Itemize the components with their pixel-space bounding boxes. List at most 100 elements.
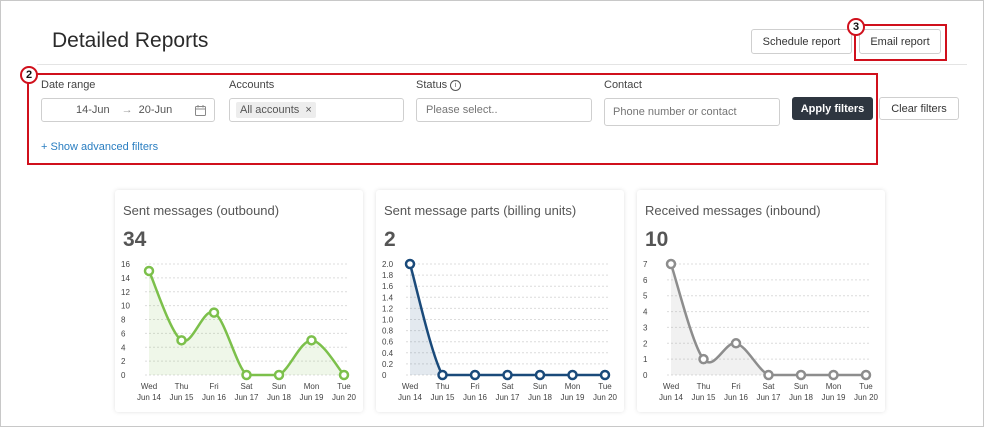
sent-parts-chart: 0 0.2 0.4 0.6 0.8 1.0 1.2 1.4 1.6 1.8 2.0 Wed Jun 14… xyxy=(382,258,618,402)
y-tick-label: 0.6 xyxy=(382,338,394,347)
data-point xyxy=(502,369,513,381)
accounts-field[interactable]: All accounts × xyxy=(229,98,404,122)
date-from: 14-Jun xyxy=(76,104,110,116)
y-tick-label: 8 xyxy=(121,316,126,325)
x-tick-label: Jun 19 xyxy=(299,393,324,402)
data-point xyxy=(241,369,252,381)
date-range-label: Date range xyxy=(41,79,96,91)
y-tick-label: 7 xyxy=(643,260,648,269)
account-chip-label: All accounts xyxy=(240,104,300,116)
x-tick-label: Jun 17 xyxy=(756,393,781,402)
x-tick-label: Mon xyxy=(565,382,581,391)
calendar-icon[interactable] xyxy=(195,105,206,119)
x-tick-label: Wed xyxy=(663,382,679,391)
x-tick-label: Jun 15 xyxy=(169,393,194,402)
apply-filters-button[interactable]: Apply filters xyxy=(792,97,873,120)
y-tick-label: 2 xyxy=(121,357,126,366)
card-title: Sent message parts (billing units) xyxy=(384,203,577,218)
x-tick-label: Thu xyxy=(436,382,450,391)
data-point xyxy=(176,335,187,346)
y-tick-label: 0.8 xyxy=(382,327,394,336)
x-tick-label: Jun 14 xyxy=(137,393,162,402)
arrow-right-icon: → xyxy=(121,104,133,116)
x-tick-label: Sat xyxy=(762,382,775,391)
x-tick-label: Tue xyxy=(598,382,612,391)
y-tick-label: 3 xyxy=(643,323,648,332)
y-tick-label: 1.0 xyxy=(382,316,394,325)
sent-messages-chart: 0 2 4 6 8 10 12 14 16 Wed Jun 14 Thu Jun 15 Fri Jun 16… xyxy=(121,260,357,402)
annotation-badge-3: 3 xyxy=(847,18,865,36)
card-value: 2 xyxy=(384,228,396,251)
status-label: Status xyxy=(416,79,448,91)
data-point xyxy=(860,369,872,381)
status-select[interactable] xyxy=(416,98,592,122)
info-icon[interactable]: i xyxy=(450,79,462,91)
x-tick-label: Jun 16 xyxy=(202,393,227,402)
clear-filters-button[interactable]: Clear filters xyxy=(879,97,959,120)
series-area xyxy=(149,270,344,375)
y-tick-label: 1.2 xyxy=(382,304,394,313)
y-tick-label: 0.4 xyxy=(382,349,394,358)
data-point xyxy=(338,369,350,381)
x-tick-label: Jun 15 xyxy=(691,393,716,402)
x-tick-label: Sat xyxy=(501,382,514,391)
filters-annotation-box xyxy=(27,73,878,165)
y-tick-label: 0 xyxy=(121,371,126,380)
schedule-report-button[interactable]: Schedule report xyxy=(751,29,852,54)
y-tick-label: 5 xyxy=(643,292,648,301)
x-tick-label: Jun 19 xyxy=(560,393,585,402)
status-label-wrap: Status i xyxy=(416,79,462,91)
data-point xyxy=(306,335,317,346)
x-tick-label: Jun 18 xyxy=(267,393,292,402)
x-tick-label: Wed xyxy=(141,382,157,391)
x-tick-label: Fri xyxy=(731,382,741,391)
page-title: Detailed Reports xyxy=(52,29,209,52)
y-tick-label: 4 xyxy=(643,308,648,317)
date-range-field[interactable]: 14-Jun → 20-Jun xyxy=(41,98,215,122)
y-tick-label: 6 xyxy=(643,276,648,285)
y-tick-label: 2 xyxy=(643,339,648,348)
data-point xyxy=(730,338,742,349)
data-point xyxy=(665,258,677,270)
x-tick-label: Thu xyxy=(697,382,711,391)
x-tick-label: Sun xyxy=(533,382,547,391)
x-tick-label: Sun xyxy=(272,382,286,391)
x-tick-label: Jun 18 xyxy=(789,393,814,402)
contact-input[interactable] xyxy=(604,98,780,126)
accounts-label: Accounts xyxy=(229,79,275,91)
y-tick-label: 0 xyxy=(382,371,387,380)
x-tick-label: Sun xyxy=(794,382,808,391)
x-tick-label: Tue xyxy=(859,382,873,391)
series-area xyxy=(671,264,866,375)
card-value: 34 xyxy=(123,228,147,251)
y-tick-label: 1.4 xyxy=(382,293,394,302)
card-title: Received messages (inbound) xyxy=(645,203,821,218)
data-point xyxy=(599,369,611,381)
x-tick-label: Jun 15 xyxy=(430,393,455,402)
card-value: 10 xyxy=(645,228,669,251)
y-tick-label: 2.0 xyxy=(382,260,394,269)
received-messages-chart: 0 1 2 3 4 5 6 7 Wed Jun 14 Thu Jun 15 Fri Jun 16 Sat Ju… xyxy=(643,258,879,402)
data-point xyxy=(795,369,807,381)
email-report-button[interactable]: Email report xyxy=(859,29,941,54)
show-advanced-filters-link[interactable]: + Show advanced filters xyxy=(41,141,159,153)
data-point xyxy=(698,353,709,365)
data-point xyxy=(763,369,774,381)
data-point xyxy=(273,369,285,381)
data-point xyxy=(143,265,155,277)
data-point xyxy=(469,369,481,381)
contact-label: Contact xyxy=(604,79,642,91)
x-tick-label: Thu xyxy=(175,382,189,391)
y-tick-label: 14 xyxy=(121,274,130,283)
data-point xyxy=(437,369,448,381)
date-to: 20-Jun xyxy=(138,104,173,116)
y-tick-label: 16 xyxy=(121,260,130,269)
account-chip: All accounts × xyxy=(236,102,316,118)
x-tick-label: Jun 17 xyxy=(234,393,259,402)
data-point xyxy=(208,307,220,318)
y-tick-label: 0.2 xyxy=(382,360,394,369)
series-area xyxy=(410,264,605,375)
y-tick-label: 4 xyxy=(121,343,126,352)
data-point xyxy=(567,369,578,381)
chip-remove-icon[interactable]: × xyxy=(305,104,312,116)
